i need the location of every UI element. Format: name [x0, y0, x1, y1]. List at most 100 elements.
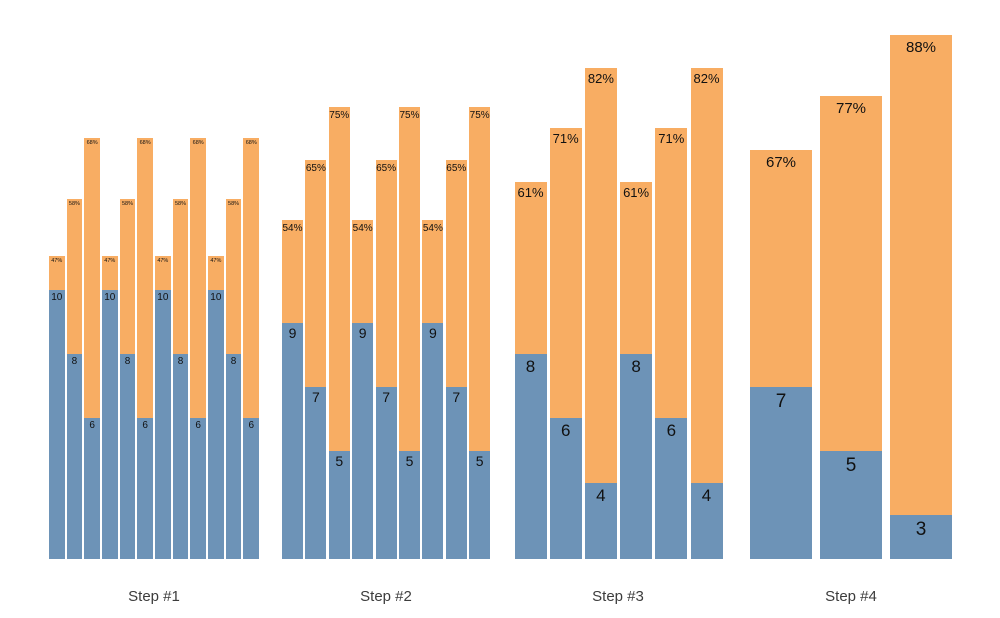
- funnel-bar: 65% 7: [375, 160, 397, 559]
- funnel-bar: 75% 5: [469, 107, 491, 559]
- bar-value-label: 8: [230, 356, 237, 367]
- funnel-bar: 67% 7: [750, 150, 812, 559]
- bar-value-label: 8: [631, 357, 641, 376]
- bar-value-label: 5: [405, 453, 414, 469]
- bar-pct-label: 58%: [174, 201, 186, 207]
- bar-blue-segment: 7: [445, 387, 467, 559]
- bar-value-label: 5: [845, 455, 857, 476]
- funnel-bar: 61% 8: [620, 182, 653, 559]
- bar-pct-label: 82%: [587, 71, 614, 86]
- bar-blue-segment: 6: [549, 418, 582, 559]
- bar-pct-label: 65%: [376, 163, 397, 174]
- bar-blue-segment: 8: [225, 354, 242, 559]
- funnel-bar: 68% 6: [137, 138, 153, 559]
- bar-value-label: 9: [428, 325, 437, 341]
- bar-value-label: 10: [157, 292, 169, 303]
- funnel-bar: 75% 5: [328, 107, 350, 559]
- bar-pct-label: 65%: [305, 163, 326, 174]
- bar-pct-label: 47%: [210, 258, 222, 264]
- funnel-bar: 47% 10: [102, 256, 118, 559]
- funnel-bar: 68% 6: [84, 138, 100, 559]
- bar-pct-label: 68%: [139, 140, 151, 146]
- bar-pct-label: 68%: [86, 140, 98, 146]
- bar-value-label: 10: [210, 292, 222, 303]
- bar-blue-segment: 6: [243, 418, 259, 559]
- bar-pct-label: 68%: [245, 140, 257, 146]
- funnel-bar: 58% 8: [225, 199, 242, 559]
- bar-blue-segment: 8: [119, 354, 136, 559]
- bar-value-label: 8: [177, 356, 184, 367]
- bar-value-label: 6: [142, 420, 148, 431]
- funnel-bar: 58% 8: [66, 199, 83, 559]
- funnel-bar: 47% 10: [49, 256, 65, 559]
- bar-value-label: 7: [452, 389, 461, 405]
- funnel-bar: 47% 10: [208, 256, 224, 559]
- bar-pct-label: 75%: [329, 110, 350, 121]
- bar-pct-label: 71%: [658, 131, 685, 146]
- bar-blue-segment: 9: [352, 323, 374, 559]
- funnel-bar: 54% 9: [282, 220, 303, 559]
- bar-blue-segment: 8: [172, 354, 189, 559]
- bar-pct-label: 47%: [51, 258, 63, 264]
- bar-blue-segment: 6: [84, 418, 100, 559]
- bar-blue-segment: 3: [890, 515, 952, 559]
- bar-blue-segment: 8: [66, 354, 83, 559]
- funnel-bar: 58% 8: [119, 199, 136, 559]
- bar-value-label: 5: [335, 453, 344, 469]
- bar-pct-label: 61%: [623, 185, 650, 200]
- bar-pct-label: 58%: [121, 201, 133, 207]
- bar-value-label: 7: [775, 391, 787, 412]
- bar-pct-label: 54%: [422, 223, 443, 234]
- bar-pct-label: 58%: [68, 201, 80, 207]
- bar-pct-label: 77%: [835, 100, 867, 117]
- funnel-bar: 88% 3: [890, 35, 952, 559]
- bar-value-label: 6: [89, 420, 95, 431]
- bar-pct-label: 54%: [282, 223, 303, 234]
- bar-blue-segment: 8: [620, 354, 653, 559]
- bar-pct-label: 71%: [552, 131, 579, 146]
- funnel-bar: 65% 7: [445, 160, 467, 559]
- bar-value-label: 10: [104, 292, 116, 303]
- bar-blue-segment: 4: [584, 483, 617, 559]
- funnel-bar: 47% 10: [155, 256, 171, 559]
- bar-value-label: 7: [311, 389, 320, 405]
- bar-blue-segment: 4: [690, 483, 723, 559]
- bar-blue-segment: 7: [750, 387, 812, 559]
- bar-pct-label: 68%: [192, 140, 204, 146]
- funnel-bar: 54% 9: [352, 220, 374, 559]
- bar-pct-label: 54%: [352, 223, 373, 234]
- bar-pct-label: 67%: [765, 154, 797, 171]
- bar-value-label: 4: [596, 486, 606, 505]
- bar-value-label: 10: [51, 292, 63, 303]
- funnel-bar: 82% 4: [690, 68, 723, 559]
- bar-blue-segment: 10: [155, 290, 171, 559]
- bar-blue-segment: 5: [399, 451, 420, 559]
- bar-value-label: 9: [288, 325, 297, 341]
- bar-value-label: 6: [560, 421, 571, 440]
- funnel-bar: 82% 4: [584, 68, 617, 559]
- bar-pct-label: 47%: [104, 258, 116, 264]
- funnel-bar: 68% 6: [190, 138, 206, 559]
- funnel-bar: 71% 6: [655, 128, 688, 559]
- funnel-bar: 65% 7: [305, 160, 327, 559]
- bar-pct-label: 82%: [693, 71, 720, 86]
- step-3-label: Step #3: [592, 588, 644, 605]
- bar-value-label: 4: [701, 486, 712, 505]
- bar-blue-segment: 7: [375, 387, 397, 559]
- bar-value-label: 6: [195, 420, 201, 431]
- bar-value-label: 8: [525, 357, 536, 376]
- bar-blue-segment: 6: [137, 418, 153, 559]
- step-1-label: Step #1: [128, 588, 180, 605]
- funnel-bar: 75% 5: [399, 107, 420, 559]
- bar-value-label: 6: [248, 420, 254, 431]
- bar-blue-segment: 5: [328, 451, 350, 559]
- bar-blue-segment: 10: [208, 290, 224, 559]
- bar-pct-label: 75%: [399, 110, 420, 121]
- bar-value-label: 7: [382, 389, 390, 405]
- bar-blue-segment: 6: [190, 418, 206, 559]
- funnel-bar: 77% 5: [820, 96, 882, 559]
- bar-blue-segment: 8: [514, 354, 547, 559]
- bar-blue-segment: 7: [305, 387, 327, 559]
- bar-value-label: 3: [915, 519, 927, 540]
